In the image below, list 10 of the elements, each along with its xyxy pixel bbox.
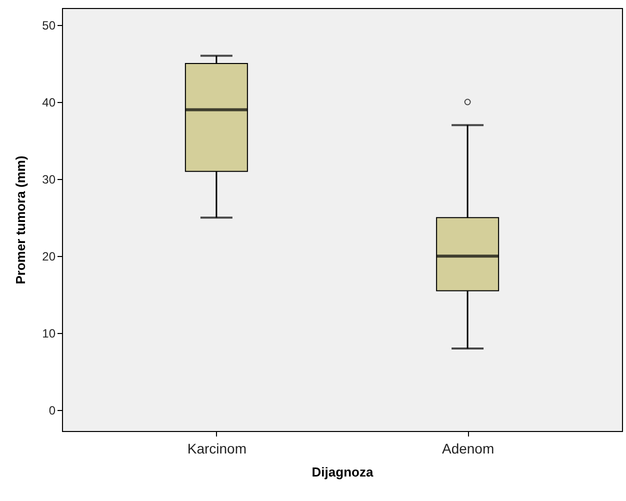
y-tick-label: 40 — [42, 96, 56, 110]
y-tick-label: 30 — [42, 172, 56, 187]
y-tick-label: 10 — [42, 326, 56, 341]
y-tick-label: 20 — [42, 250, 56, 264]
y-tick-label: 0 — [48, 404, 56, 418]
y-tick-label: 50 — [42, 18, 56, 32]
x-axis-title: Dijagnoza — [312, 464, 374, 480]
y-axis-title: Promer tumora (mm) — [13, 156, 28, 284]
x-tick-label: Karcinom — [187, 440, 247, 456]
x-tick-label: Adenom — [442, 440, 494, 456]
